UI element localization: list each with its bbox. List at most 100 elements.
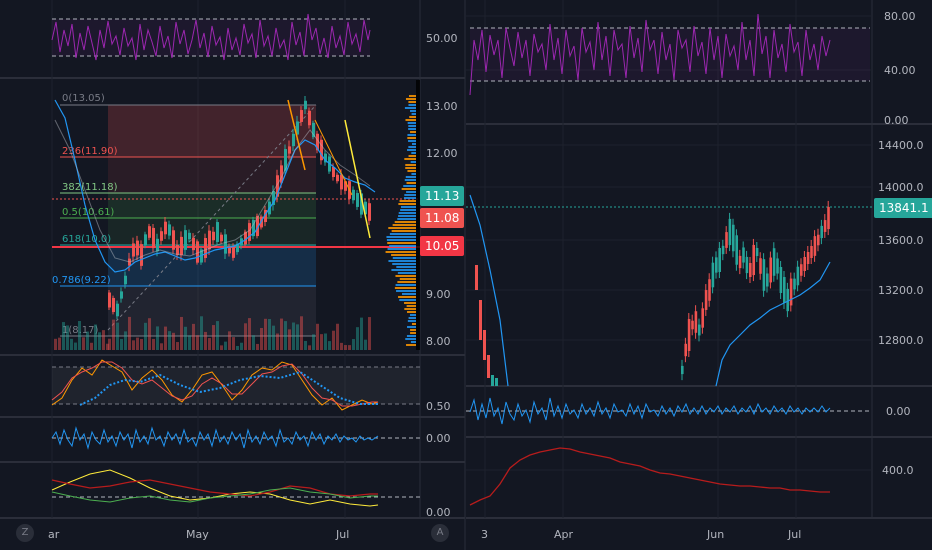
right-candle[interactable] (800, 264, 803, 276)
left-candle[interactable] (320, 139, 323, 161)
right-candle[interactable] (766, 273, 769, 287)
left-candle[interactable] (212, 231, 215, 241)
right-candle[interactable] (711, 262, 715, 288)
right-candle[interactable] (762, 259, 766, 291)
left-candle[interactable] (136, 240, 139, 256)
right-candle[interactable] (789, 278, 793, 306)
fib-retracement[interactable]: 0(13.05) 236(11.90) 382(11.18) 0.5(10.61… (52, 93, 317, 337)
left-candle[interactable] (176, 245, 179, 255)
left-candle[interactable] (300, 110, 303, 122)
left-candle[interactable] (288, 146, 291, 154)
left-candle[interactable] (116, 303, 119, 317)
left-candle[interactable] (360, 193, 363, 215)
right-auto-scale-icon[interactable]: A (431, 524, 449, 542)
right-candle[interactable] (755, 247, 759, 257)
left-candle[interactable] (244, 231, 247, 245)
left-candle[interactable] (236, 243, 239, 253)
trend-line-yellow[interactable] (344, 119, 371, 239)
left-candle[interactable] (172, 230, 175, 250)
left-candle[interactable] (272, 191, 275, 205)
right-candle[interactable] (495, 378, 498, 386)
right-candle[interactable] (769, 257, 772, 283)
left-candle[interactable] (352, 189, 355, 201)
right-candle[interactable] (810, 245, 813, 259)
left-candle[interactable] (168, 224, 171, 236)
right-candle[interactable] (728, 218, 732, 246)
left-candle[interactable] (364, 201, 367, 215)
right-candle[interactable] (772, 248, 776, 276)
right-candle[interactable] (796, 266, 800, 286)
right-candle[interactable] (806, 252, 810, 264)
left-candle[interactable] (164, 221, 167, 235)
right-candle[interactable] (742, 247, 745, 263)
left-candle[interactable] (220, 234, 223, 242)
left-candle[interactable] (184, 230, 187, 250)
left-candle[interactable] (296, 121, 299, 135)
left-candle[interactable] (204, 238, 207, 258)
left-candle[interactable] (284, 149, 287, 171)
right-candle[interactable] (749, 263, 752, 277)
right-candle[interactable] (786, 288, 789, 312)
left-candle[interactable] (252, 219, 255, 237)
left-candle[interactable] (188, 232, 191, 240)
left-candle[interactable] (344, 181, 347, 191)
right-candle[interactable] (817, 234, 820, 246)
right-candle[interactable] (783, 277, 786, 303)
left-candle[interactable] (232, 246, 235, 258)
right-rsi-axis[interactable]: 80.00 40.00 0.00 (884, 10, 916, 127)
right-candle[interactable] (776, 258, 779, 274)
right-candle[interactable] (715, 257, 718, 273)
left-candle[interactable] (316, 133, 319, 151)
left-candle[interactable] (132, 243, 135, 257)
right-candle[interactable] (820, 225, 823, 239)
left-candle[interactable] (224, 234, 227, 254)
right-candle[interactable] (684, 343, 687, 357)
left-candle[interactable] (216, 222, 219, 242)
left-candle[interactable] (280, 165, 283, 183)
left-candle[interactable] (112, 297, 115, 313)
right-candle[interactable] (691, 320, 694, 330)
left-candle[interactable] (144, 234, 147, 246)
left-candle[interactable] (340, 174, 343, 190)
right-candle[interactable] (793, 278, 796, 290)
left-candle[interactable] (308, 110, 311, 126)
left-candle[interactable] (256, 215, 259, 237)
left-candle[interactable] (108, 292, 111, 308)
left-candle[interactable] (332, 166, 335, 178)
trend-line-orange-1[interactable] (287, 99, 306, 171)
left-candle[interactable] (196, 241, 199, 263)
right-candle[interactable] (718, 248, 721, 272)
right-candle[interactable] (827, 206, 830, 230)
trend-line-orange-2[interactable] (314, 119, 353, 196)
right-candle[interactable] (483, 330, 486, 360)
left-candle[interactable] (248, 223, 251, 241)
right-candle[interactable] (491, 375, 494, 386)
right-candle[interactable] (779, 266, 783, 294)
right-chart[interactable]: 80.00 40.00 0.00 14400.0 14000.0 13600.0 1320… (466, 0, 932, 541)
left-candle[interactable] (228, 246, 231, 254)
left-candle[interactable] (304, 100, 307, 110)
left-timezone-icon[interactable]: Z (16, 524, 34, 542)
left-candle[interactable] (192, 237, 195, 251)
left-chart[interactable]: 0(13.05) 236(11.90) 382(11.18) 0.5(10.61… (0, 0, 466, 550)
left-candle[interactable] (160, 231, 163, 241)
right-candle[interactable] (745, 256, 749, 274)
left-candle[interactable] (336, 174, 339, 182)
left-candle[interactable] (140, 244, 143, 266)
left-candle[interactable] (276, 175, 279, 197)
left-candle[interactable] (324, 153, 327, 163)
right-candles[interactable] (475, 200, 830, 386)
right-candle[interactable] (694, 311, 698, 333)
left-candle[interactable] (292, 133, 295, 147)
left-candle[interactable] (368, 203, 371, 221)
left-candle[interactable] (120, 291, 123, 299)
right-candle[interactable] (759, 258, 762, 274)
right-candle[interactable] (725, 232, 728, 248)
left-candle[interactable] (148, 226, 151, 238)
right-candle[interactable] (738, 255, 742, 269)
right-candle[interactable] (721, 245, 725, 255)
right-candle[interactable] (701, 308, 704, 328)
right-candle[interactable] (487, 355, 490, 378)
left-candle[interactable] (356, 193, 359, 207)
